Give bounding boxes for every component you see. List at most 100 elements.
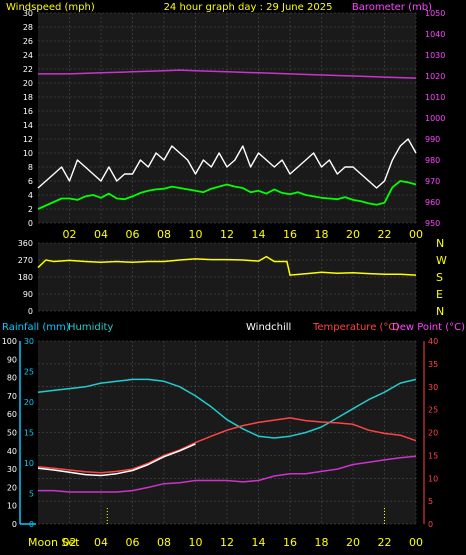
direction-tick-label: 90 [23,290,33,299]
humidity-tick-label: 30 [7,465,17,474]
windspeed-tick-label: 12 [23,135,33,144]
humidity-tick-label: 100 [2,337,17,346]
moon-set-label: Moon Set [28,536,80,549]
compass-label: E [436,288,443,301]
compass-label: N [436,237,444,250]
compass-label: N [436,305,444,318]
windspeed-tick-label: 24 [23,51,33,60]
humidity-tick-label: 20 [7,483,17,492]
barometer-tick-label: 950 [425,219,440,228]
temp-time-label: 14 [252,536,266,549]
barometer-tick-label: 1000 [425,114,445,123]
temperature-header: Temperature (°C) [312,322,399,333]
windspeed-tick-label: 8 [28,163,33,172]
temp-time-label: 04 [94,536,108,549]
humidity-tick-label: 40 [7,447,17,456]
wind-time-label: 20 [346,228,360,241]
windspeed-tick-label: 4 [28,191,33,200]
temp-time-label: 16 [283,536,297,549]
rainfall-tick-label: 20 [24,398,34,407]
wind-time-label: 22 [378,228,392,241]
windspeed-tick-label: 18 [23,93,33,102]
barometer-series [38,69,417,79]
temp-time-label: 02 [63,536,77,549]
direction-tick-label: 270 [18,256,33,265]
rainfall-tick-label: 30 [24,337,34,346]
windspeed-tick-label: 6 [28,177,33,186]
average-series [37,180,417,210]
direction-series [37,255,417,276]
dew_point-series [38,455,417,493]
wind-time-label: 14 [252,228,266,241]
barometer-tick-label: 990 [425,135,440,144]
temperature-series [37,417,417,474]
wind-time-label: 10 [189,228,203,241]
rainfall-header: Rainfall (mm) [2,322,70,333]
temperature-tick-label: 40 [428,337,438,346]
humidity-series [37,378,417,439]
temp-time-label: 20 [346,536,360,549]
temperature-tick-label: 15 [428,451,438,460]
temperature-tick-label: 35 [428,360,438,369]
windspeed-tick-label: 28 [23,23,33,32]
humidity-tick-label: 0 [12,520,17,529]
dewpoint-header: Dew Point (°C) [392,322,465,333]
barometer-tick-label: 1010 [425,93,445,102]
rainfall-tick-label: 10 [24,459,34,468]
humidity-tick-label: 70 [7,392,17,401]
windchill-series [37,443,196,477]
temp-time-label: 06 [126,536,140,549]
humidity-header: Humidity [68,322,113,333]
compass-label: S [436,271,443,284]
windspeed-tick-label: 16 [23,107,33,116]
humidity-tick-label: 50 [7,429,17,438]
direction-tick-label: 0 [28,307,33,316]
wind-time-label: 02 [63,228,77,241]
windspeed-tick-label: 20 [23,79,33,88]
temp-time-label: 18 [315,536,329,549]
rainfall-tick-label: 5 [29,490,34,499]
wind-time-label: 06 [126,228,140,241]
wind-time-label: 18 [315,228,329,241]
wind-time-label: 04 [94,228,108,241]
humidity-tick-label: 10 [7,502,17,511]
temp-time-label: 12 [220,536,234,549]
wind-time-label: 00 [409,228,423,241]
humidity-tick-label: 80 [7,374,17,383]
barometer-tick-label: 1040 [425,30,445,39]
rainfall-tick-label: 15 [24,429,34,438]
direction-tick-label: 360 [18,239,33,248]
windspeed-header: Windspeed (mph) [6,2,95,13]
temperature-tick-label: 20 [428,429,438,438]
wind-time-label: 12 [220,228,234,241]
compass-label: W [436,254,447,267]
windspeed-tick-label: 30 [23,9,33,18]
windspeed-tick-label: 22 [23,65,33,74]
barometer-tick-label: 1050 [425,9,445,18]
wind-time-label: 16 [283,228,297,241]
windspeed-tick-label: 0 [28,219,33,228]
rainfall-tick-label: 25 [24,368,34,377]
barometer-header: Barometer (mb) [352,2,432,13]
temperature-tick-label: 30 [428,383,438,392]
barometer-tick-label: 1020 [425,72,445,81]
barometer-tick-label: 1030 [425,51,445,60]
graph-title: 24 hour graph day : 29 June 2025 [164,2,333,13]
humidity-tick-label: 60 [7,410,17,419]
temp-humidity-panel: 0 10 20 30 40 50 60 70 80 90 100 0 5 10 15 20 25 30 0 5 10… [2,337,438,549]
temperature-tick-label: 25 [428,406,438,415]
barometer-tick-label: 970 [425,177,440,186]
humidity-tick-label: 90 [7,355,17,364]
windchill-header: Windchill [246,322,291,333]
temp-time-label: 22 [378,536,392,549]
direction-tick-label: 180 [18,273,33,282]
windspeed-tick-label: 14 [23,121,33,130]
barometer-tick-label: 960 [425,198,440,207]
temp-time-label: 10 [189,536,203,549]
barometer-tick-label: 980 [425,156,440,165]
rainfall-tick-label: 0 [29,520,34,529]
temperature-tick-label: 0 [428,520,433,529]
windspeed-tick-label: 2 [28,205,33,214]
